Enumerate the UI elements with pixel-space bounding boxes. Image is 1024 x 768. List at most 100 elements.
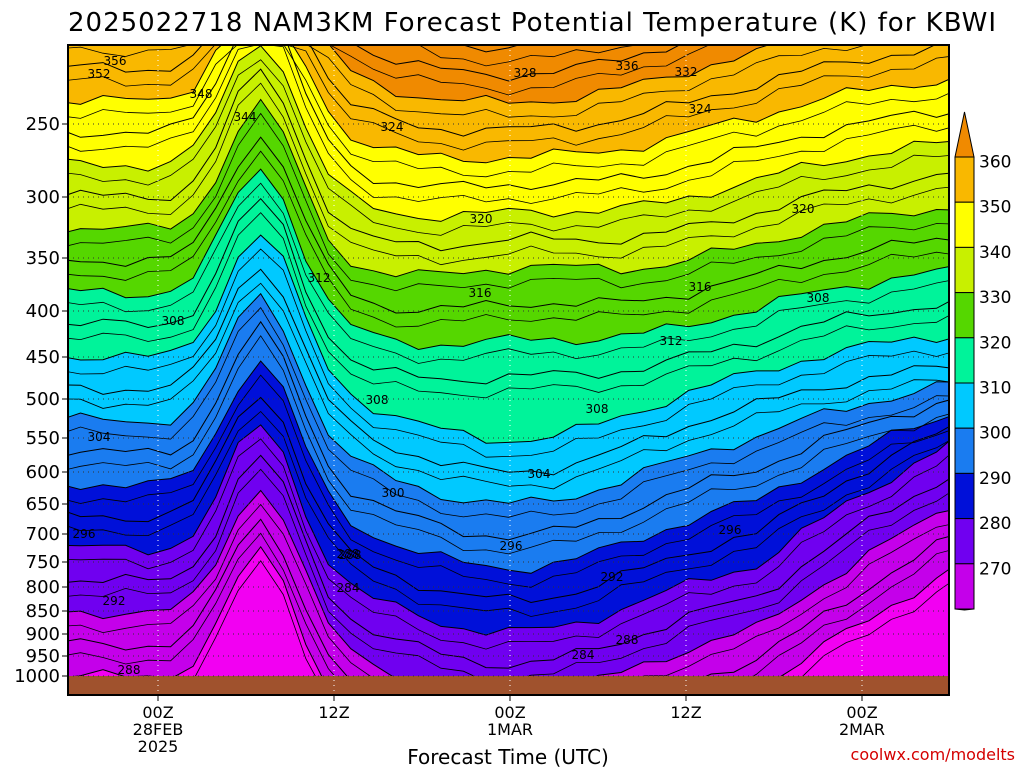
contour-label: 284 <box>337 581 360 595</box>
contour-label: 312 <box>660 334 683 348</box>
contour-label: 324 <box>381 120 404 134</box>
isotherm-line <box>68 45 949 164</box>
isotherm-line <box>68 68 949 252</box>
x-tick-label: 00Z <box>846 703 877 722</box>
colorbar-lower-arrow <box>954 608 975 611</box>
ground-surface <box>68 676 949 695</box>
isotherm-line <box>68 292 949 504</box>
x-tick-label: 2025 <box>138 737 179 756</box>
colorbar-segment <box>954 382 975 429</box>
colorbar-upper-arrow <box>954 111 975 158</box>
isotherm-line <box>68 248 949 458</box>
contour-label: 292 <box>601 570 624 584</box>
colorbar-tick-label: 350 <box>979 198 1011 218</box>
colorbar-segment <box>954 246 975 294</box>
colorbar-segment <box>954 427 975 474</box>
isotherm-line <box>68 45 949 151</box>
y-tick-label: 650 <box>26 494 60 515</box>
contour-label: 308 <box>162 314 185 328</box>
isotherm-line <box>68 150 949 328</box>
x-tick-label: 00Z <box>142 703 173 722</box>
contour-label: 296 <box>500 539 523 553</box>
y-tick-label: 750 <box>26 552 60 573</box>
isotherm-line <box>68 489 949 695</box>
y-tick-label: 500 <box>26 389 60 410</box>
contour-label: 324 <box>689 102 712 116</box>
contour-label: 344 <box>234 110 257 124</box>
colorbar-tick-label: 330 <box>979 288 1011 308</box>
contour-label: 288 <box>339 548 362 562</box>
colorbar-segment <box>954 156 975 203</box>
x-axis-label: Forecast Time (UTC) <box>407 745 609 768</box>
contour-label: 320 <box>792 202 815 216</box>
colorbar-segment <box>954 337 975 384</box>
colorbar-tick-label: 360 <box>979 153 1011 173</box>
contour-band <box>463 45 519 52</box>
grid-lines <box>68 45 949 695</box>
isotherm-line <box>354 45 681 82</box>
contour-label: 328 <box>514 66 537 80</box>
credit-link[interactable]: coolwx.com/modelts <box>851 745 1015 764</box>
y-tick-label: 350 <box>26 248 60 269</box>
colorbar-tick-label: 290 <box>979 469 1011 489</box>
isotherm-line <box>68 182 949 364</box>
y-axis: 2503003504004505005506006507007508008509… <box>14 114 68 687</box>
contour-label: 304 <box>88 430 111 444</box>
isotherm-line <box>68 59 949 236</box>
contour-label: 348 <box>190 87 213 101</box>
y-tick-label: 300 <box>26 187 60 208</box>
y-tick-label: 400 <box>26 301 60 322</box>
isotherm-line <box>68 45 949 191</box>
y-tick-label: 450 <box>26 347 60 368</box>
contour-label: 332 <box>675 65 698 79</box>
y-tick-label: 800 <box>26 577 60 598</box>
isotherm-line <box>68 360 949 574</box>
colorbar-tick-label: 340 <box>979 243 1011 263</box>
y-tick-label: 250 <box>26 114 60 135</box>
isotherm-line <box>68 424 949 636</box>
y-tick-label: 850 <box>26 601 60 622</box>
isotherm-line <box>68 307 949 518</box>
contour-label: 336 <box>616 59 639 73</box>
isotherm-line <box>68 518 949 695</box>
isotherm-line <box>68 112 949 292</box>
isotherm-line <box>68 82 949 266</box>
isotherm-line <box>68 282 949 490</box>
contour-label: 284 <box>572 648 595 662</box>
isotherm-line <box>68 532 949 695</box>
contour-label: 308 <box>807 291 830 305</box>
x-tick-label: 1MAR <box>487 720 533 739</box>
contour-label: 296 <box>719 523 742 537</box>
contour-lines <box>68 45 949 695</box>
y-tick-label: 700 <box>26 524 60 545</box>
y-tick-label: 600 <box>26 462 60 483</box>
contour-label: 296 <box>73 527 96 541</box>
isotherm-line <box>68 234 949 444</box>
contour-label: 308 <box>586 402 609 416</box>
plot-frame <box>67 44 950 696</box>
y-tick-label: 1000 <box>14 666 60 687</box>
isotherm-line <box>454 45 521 53</box>
contour-label: 316 <box>689 280 712 294</box>
contour-label: 312 <box>308 271 331 285</box>
x-tick-label: 2MAR <box>839 720 885 739</box>
contour-label: 320 <box>470 212 493 226</box>
contour-label: 308 <box>366 393 389 407</box>
isotherm-line <box>329 45 710 96</box>
isotherm-line <box>68 136 949 314</box>
isotherm-line <box>68 374 949 588</box>
isotherm-line <box>68 98 949 278</box>
colorbar-segment <box>954 563 975 610</box>
contour-label: 292 <box>103 594 126 608</box>
colorbar: 360 350 340 330 320 310 300 290 280 270 <box>954 111 1011 611</box>
x-tick-label: 12Z <box>670 703 701 722</box>
contour-label: 288 <box>616 633 639 647</box>
colorbar-tick-label: 270 <box>979 559 1011 579</box>
contour-label: 352 <box>88 67 111 81</box>
isotherm-line <box>68 168 949 351</box>
colorbar-tick-label: 280 <box>979 514 1011 534</box>
isotherm-line <box>68 320 949 541</box>
isotherm-line <box>68 45 936 137</box>
